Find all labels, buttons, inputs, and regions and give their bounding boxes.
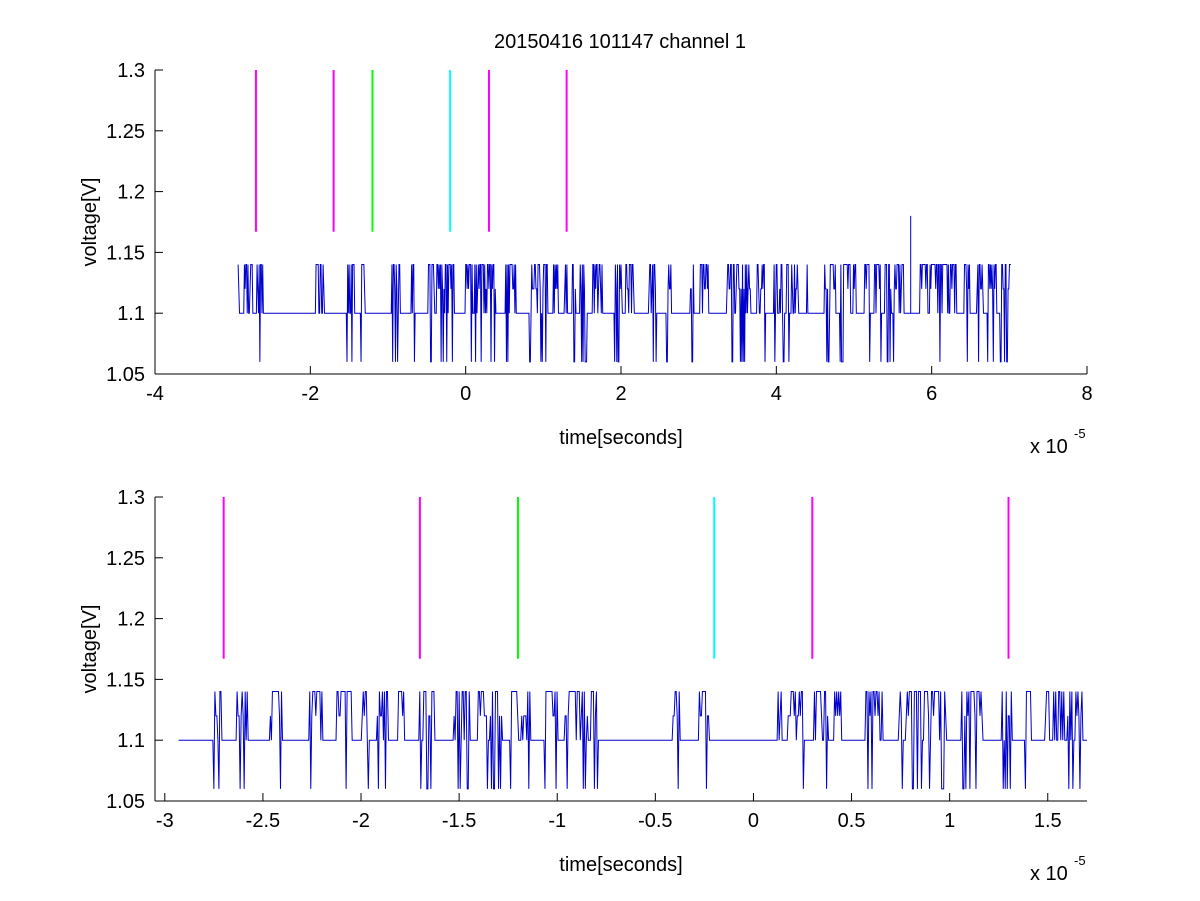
x-exponent-multiplier: x 10: [1030, 436, 1068, 458]
x-tick-label: -2: [301, 383, 319, 405]
x-tick-label: -3: [156, 810, 174, 832]
y-tick-label: 1.1: [117, 303, 145, 325]
y-tick-label: 1.05: [106, 791, 145, 813]
top-subplot: -4 -2 0 2 4 6 8 1.05 1.1 1.15 1.2 1.25 1.3 time[secon…: [79, 60, 1093, 458]
signal-trace: [178, 691, 1087, 790]
bottom-subplot: -3 -2.5 -2 -1.5 -1 -0.5 0 0.5 1 1.5 1.05 1.1 1.15 1.2…: [79, 487, 1087, 885]
y-tick-label: 1.3: [117, 487, 145, 509]
y-axis-label: voltage[V]: [79, 178, 101, 267]
x-exponent-multiplier: x 10: [1030, 863, 1068, 885]
x-tick-label: 0: [460, 383, 471, 405]
figure-title: 20150416 101147 channel 1: [494, 31, 746, 53]
x-tick-label: 1.5: [1034, 810, 1062, 832]
y-tick-label: 1.25: [106, 121, 145, 143]
y-tick-label: 1.2: [117, 609, 145, 631]
x-tick-label: 2: [615, 383, 626, 405]
y-tick-label: 1.15: [106, 669, 145, 691]
x-tick-label: 8: [1081, 383, 1092, 405]
x-tick-label: -1: [548, 810, 566, 832]
x-axis-label: time[seconds]: [559, 854, 682, 876]
x-tick-label: 0.5: [838, 810, 866, 832]
x-exponent: -5: [1074, 853, 1086, 868]
y-tick-label: 1.25: [106, 548, 145, 570]
x-tick-label: -2.5: [246, 810, 280, 832]
x-tick-label: 4: [771, 383, 782, 405]
y-axis-label: voltage[V]: [79, 605, 101, 694]
y-tick-label: 1.05: [106, 364, 145, 386]
y-tick-label: 1.2: [117, 182, 145, 204]
x-tick-label: -2: [352, 810, 370, 832]
x-tick-label: -0.5: [638, 810, 672, 832]
signal-trace: [237, 215, 1011, 363]
x-tick-label: -4: [146, 383, 164, 405]
y-tick-label: 1.3: [117, 60, 145, 82]
x-tick-label: 6: [926, 383, 937, 405]
x-tick-label: 0: [748, 810, 759, 832]
x-tick-label: 1: [944, 810, 955, 832]
x-tick-label: -1.5: [442, 810, 476, 832]
y-tick-label: 1.1: [117, 730, 145, 752]
x-axis-label: time[seconds]: [559, 427, 682, 449]
y-tick-label: 1.15: [106, 242, 145, 264]
x-exponent: -5: [1074, 426, 1086, 441]
